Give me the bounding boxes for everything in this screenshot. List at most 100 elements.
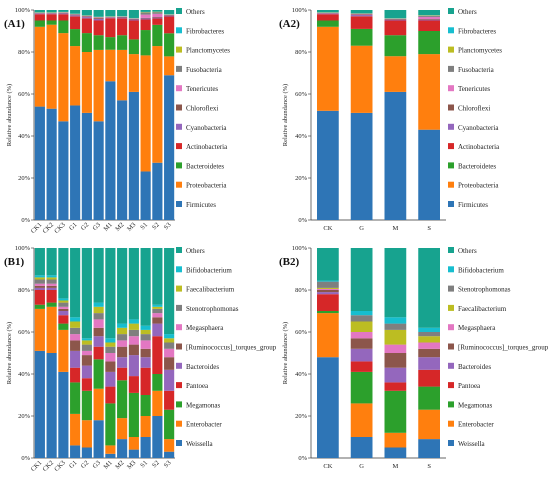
y-tick-label: 100% [292,245,308,252]
bar-segment-megasphaera [105,353,116,362]
x-tick-label: M2 [114,221,125,232]
bar-segment-enterobacter [93,388,104,421]
bar-segment-weissella [70,445,81,458]
bar-segment-actinobacteria [58,14,69,21]
bar-segment-actinobacteria [81,18,92,34]
bar-segment-actinobacteria [93,20,104,36]
bar-segment-others [317,248,339,281]
bar-segment-bacteroides [317,292,339,295]
bar-segment-firmicutes [117,100,128,220]
x-tick-label: G3 [91,459,102,470]
bar-segment-weissella [128,449,139,458]
legend-swatch-enterobacter [176,420,182,427]
y-tick-label: 80% [18,49,31,56]
y-tick-label: 60% [18,329,31,336]
bar-segment-stenotrophomonas [128,329,139,337]
panel-label: (A1) [4,18,25,30]
bar-segment-proteobacteria [350,45,373,113]
legend-label-pantoea: Pantoea [186,382,209,390]
bar-segment-proteobacteria [117,49,128,101]
bar-segment-bifidobacterium [317,280,339,282]
bar-segment-actinobacteria [350,16,373,29]
legend-swatch-bacteroides [448,362,454,369]
bar-segment-ruminococcus-torques-group [81,355,92,366]
bar-segment-megasphaera [93,319,104,328]
legend-label-bacteroidetes: Bacteroidetes [186,162,224,170]
bar-segment-enterobacter [58,329,69,372]
legend-swatch-planctomycetes [176,46,182,53]
bar-segment-others [317,10,339,13]
bar-segment-pantoea [140,367,151,395]
bar-segment-actinobacteria [317,14,339,21]
legend-label-firmicutes: Firmicutes [186,201,216,209]
legend-swatch-fusobacteria [448,65,454,72]
bar-segment-stenotrophomonas [350,315,373,322]
legend-swatch-pantoea [448,382,454,389]
bar-segment-weissella [117,439,128,458]
bar-segment-firmicutes [58,121,69,220]
legend-label-megamonas: Megamonas [458,401,492,409]
y-tick-label: 40% [295,371,308,378]
panel-label: (B2) [279,256,300,268]
bar-segment-firmicutes [164,75,175,221]
y-axis-title: Relative abundance (%) [282,84,289,146]
bar-segment-others [117,248,128,324]
bar-segment-weissella [81,447,92,458]
bar-segment-ruminococcus-torques-group [317,290,339,293]
bar-segment-pantoea [70,367,81,383]
y-tick-label: 60% [295,91,308,98]
bar-segment-cyanobacteria [128,19,139,21]
bar-segment-pantoea [81,378,92,391]
bar-segment-bacteroides [350,348,373,362]
bar-segment-megasphaera [350,332,373,339]
bar-segment-weissella [34,350,45,458]
y-tick-label: 60% [18,91,31,98]
bar-segment-bacteroidetes [140,30,151,56]
bar-segment-megamonas [384,390,407,433]
bar-segment-pantoea [164,390,175,410]
bar-segment-cyanobacteria [384,19,407,21]
bar-segment-bacteroidetes [384,35,407,57]
y-tick-label: 100% [15,7,31,14]
bar-segment-firmicutes [128,91,139,221]
bar-segment-bacteroides [117,357,128,368]
bar-segment-fusobacteria [152,12,163,14]
bar-segment-bacteroides [34,287,45,290]
y-tick-label: 20% [295,175,308,182]
bar-segment-others [418,248,440,328]
bar-segment-proteobacteria [418,54,440,130]
bar-segment-bacteroidetes [81,33,92,52]
bar-segment-megasphaera [152,313,163,318]
bar-segment-cyanobacteria [152,17,163,19]
y-tick-label: 0% [298,217,307,224]
legend-label-megasphaera: Megasphaera [458,324,496,332]
bar-segment-chloroflexi [140,17,151,19]
bar-segment-enterobacter [81,420,92,448]
bar-segment-cyanobacteria [81,17,92,19]
legend-label-actinobacteria: Actinobacteria [458,143,500,151]
legend-swatch-fibrobacteres [176,27,182,34]
bar-segment-chloroflexi [117,16,128,18]
legend-label-proteobacteria: Proteobacteria [186,182,227,190]
y-axis-title: Relative abundance (%) [282,322,289,384]
bar-segment-enterobacter [34,308,45,351]
bar-segment-ruminococcus-torques-group [46,285,57,288]
chart-panel-2: (A2) Relative abundance (%) 0% 20% 40% 60% 80%… [279,7,502,232]
bar-segment-stenotrophomonas [140,334,151,341]
legend-swatch-megamonas [448,401,454,408]
bar-segment-others [117,10,128,17]
bar-segment-firmicutes [350,112,373,220]
bar-segment-chloroflexi [384,19,407,20]
bar-segment-pantoea [317,294,339,311]
bar-segment-faecalibacterium [58,300,69,303]
bar-segment-chloroflexi [164,15,175,16]
legend-label-tenericutes: Tenericutes [458,85,490,93]
legend-swatch-pantoea [176,382,182,389]
legend-label-others: Others [458,8,477,16]
bar-segment-megasphaera [317,288,339,290]
bar-segment-megasphaera [34,283,45,286]
bar-segment-megamonas [164,409,175,440]
bar-segment-megamonas [317,311,339,314]
bar-segment-firmicutes [152,162,163,220]
panel-label: (B1) [4,256,25,268]
